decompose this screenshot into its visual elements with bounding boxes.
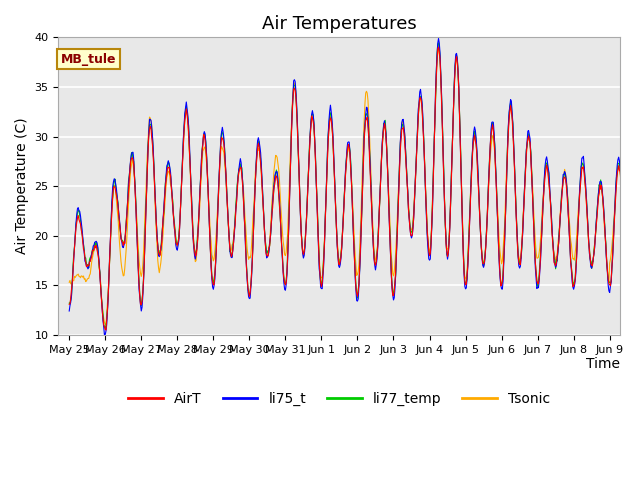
AirT [134,246,141,252]
Tsonic [290,84,298,90]
Line: AirT: AirT [69,47,640,330]
AirT [65,301,73,307]
AirT [451,84,458,90]
AirT [268,211,276,216]
li77_temp [134,243,141,249]
X-axis label: Time: Time [586,357,620,372]
li77_temp [65,300,73,306]
li75_t [65,308,73,314]
li75_t [268,211,276,217]
Line: li77_temp: li77_temp [69,43,640,328]
li77_temp [417,93,425,99]
li77_temp [290,83,298,88]
Tsonic [417,99,425,105]
Tsonic [239,185,247,191]
Tsonic [435,44,442,49]
li77_temp [268,210,276,216]
li75_t [239,191,247,197]
li77_temp [435,40,442,46]
li75_t [100,333,108,338]
AirT [239,195,247,201]
Tsonic [451,82,458,88]
li77_temp [239,193,247,199]
li77_temp [451,80,458,86]
Text: MB_tule: MB_tule [61,53,116,66]
Tsonic [268,199,276,205]
li75_t [417,93,425,98]
li77_temp [101,325,109,331]
li75_t [134,247,141,253]
Line: li75_t: li75_t [69,38,640,336]
AirT [102,327,110,333]
AirT [435,44,442,50]
li75_t [435,36,442,41]
AirT [417,97,425,103]
Tsonic [65,279,73,285]
Tsonic [102,322,110,327]
Legend: AirT, li75_t, li77_temp, Tsonic: AirT, li75_t, li77_temp, Tsonic [123,386,556,411]
li75_t [290,78,298,84]
Line: Tsonic: Tsonic [69,47,640,324]
Y-axis label: Air Temperature (C): Air Temperature (C) [15,118,29,254]
Tsonic [134,232,141,238]
AirT [290,86,298,92]
li75_t [451,80,458,85]
Title: Air Temperatures: Air Temperatures [262,15,417,33]
